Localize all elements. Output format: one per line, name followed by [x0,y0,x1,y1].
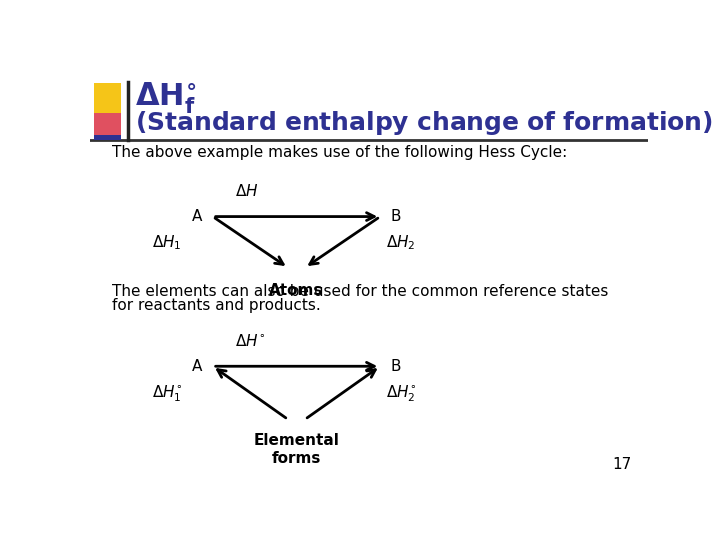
Text: forms: forms [271,451,321,467]
Text: $\Delta H_2$: $\Delta H_2$ [386,233,415,252]
Bar [94,134,121,140]
Text: The above example makes use of the following Hess Cycle:: The above example makes use of the follo… [112,145,567,160]
Text: A: A [192,359,203,374]
Text: The elements can also be used for the common reference states: The elements can also be used for the co… [112,284,608,299]
Text: $\Delta H^{\circ}$: $\Delta H^{\circ}$ [235,333,265,349]
Text: $\mathbf{(Standard\ enthalpy\ change\ of\ formation)}$: $\mathbf{(Standard\ enthalpy\ change\ of… [135,109,713,137]
Text: Elemental: Elemental [253,433,339,448]
Text: A: A [192,209,203,224]
Text: $\Delta H$: $\Delta H$ [235,183,258,199]
Text: Atoms: Atoms [269,283,324,298]
Text: $\Delta H^{\circ}_2$: $\Delta H^{\circ}_2$ [386,383,415,403]
Text: B: B [390,359,401,374]
Bar [94,111,121,136]
Text: $\Delta H^{\circ}_1$: $\Delta H^{\circ}_1$ [152,383,182,403]
Text: $\Delta H_1$: $\Delta H_1$ [153,233,182,252]
Text: B: B [390,209,401,224]
Text: for reactants and products.: for reactants and products. [112,299,321,313]
Text: 17: 17 [612,457,631,472]
Bar [94,83,121,113]
Text: $\mathbf{\Delta H^{\circ}_{f}}$: $\mathbf{\Delta H^{\circ}_{f}}$ [135,80,197,116]
